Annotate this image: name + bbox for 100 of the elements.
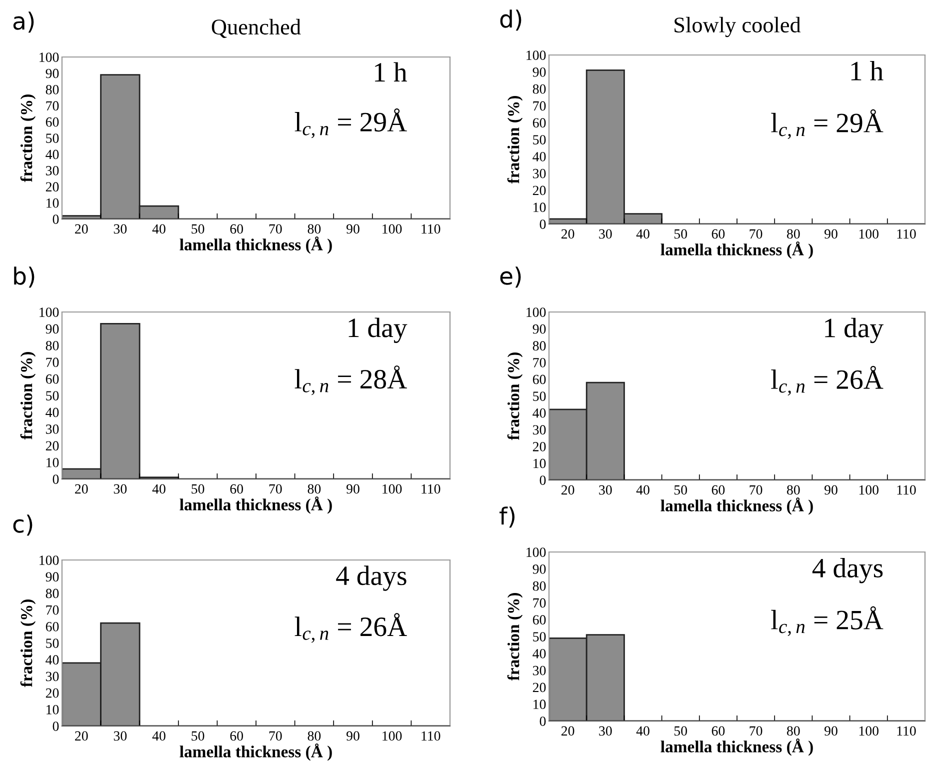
y-tick-label: 60 [532,374,546,384]
y-tick-label: 100 [40,308,59,317]
y-tick-label: 60 [46,374,59,384]
x-tick-label: 40 [636,726,650,736]
text: d) [500,10,522,31]
y-tick-label: 60 [46,117,59,127]
y-tick-label: 80 [46,84,59,94]
x-tick-label: 110 [897,485,916,495]
x-tick-label: 40 [152,224,166,234]
y-tick-label: 70 [46,358,59,368]
x-tick-label: 90 [824,726,838,736]
x-tick-label: 70 [750,726,762,736]
x-tick-label: 30 [114,224,127,234]
annotation: l$_{c,n}$ = 25Å [771,606,884,636]
y-tick-label: 80 [46,588,59,598]
x-tick-label: 100 [859,485,878,495]
y-tick-label: 90 [532,324,546,334]
x-tick-label: 60 [712,485,725,495]
x-tick-label: 100 [382,731,402,741]
x-tick-label: 30 [114,731,127,741]
y-tick-label: 10 [534,700,546,710]
x-tick-label: 30 [599,229,612,239]
y-tick-label: 90 [46,324,59,334]
x-tick-label: 100 [859,726,878,736]
x-axis-title: lamella thickness (Å ) [180,236,332,254]
y-tick-label: 90 [532,564,546,574]
y-tick-label: 80 [46,340,59,350]
y-tick-label: 40 [532,408,546,418]
x-tick-label: 50 [192,224,204,234]
y-tick-label: 50 [46,391,59,400]
x-axis-title: lamella thickness (Å ) [660,241,813,259]
y-tick-label: 50 [533,632,546,642]
x-tick-label: 50 [674,726,688,736]
y-tick-label: 90 [532,67,546,77]
y-tick-label: 10 [534,458,546,468]
y-tick-label: 50 [533,392,546,401]
y-tick-label: 80 [532,581,546,591]
x-tick-label: 70 [750,229,762,239]
x-tick-label: 60 [230,731,244,741]
y-tick-label: 30 [532,168,546,178]
y-axis-title: fraction (%) [507,352,523,440]
x-tick-label: 20 [561,229,574,239]
annotation: 4 days [336,566,406,591]
y-tick-label: 90 [46,572,59,582]
x-tick-label: 110 [422,484,440,494]
text: b) [14,266,34,288]
text: c) [13,514,32,536]
y-tick-label: 20 [46,441,59,451]
y-tick-label: 60 [532,118,546,128]
x-tick-label: 70 [269,731,282,741]
y-tick-label: 70 [533,101,546,111]
text: e) [500,266,521,288]
y-tick-label: 100 [526,308,546,317]
x-axis-title: lamella thickness (Å ) [660,497,813,515]
x-tick-label: 20 [561,485,574,495]
y-axis-title: fraction (%) [20,600,36,688]
x-tick-label: 20 [75,731,88,741]
x-tick-label: 20 [75,224,88,234]
y-axis-title: fraction (%) [507,96,523,184]
x-tick-label: 70 [269,224,282,234]
y-tick-label: 0 [52,214,59,224]
annotation: l$_{c,n}$ = 29Å [771,109,884,139]
y-tick-label: 10 [534,202,546,212]
y-tick-label: 40 [532,152,546,162]
x-tick-label: 70 [269,484,282,494]
y-tick-label: 0 [540,476,546,485]
x-tick-label: 80 [308,484,321,494]
x-tick-label: 100 [859,229,878,239]
annotation: l$_{c,n}$ = 28Å [294,365,407,396]
chart-title: Slowly cooled [674,16,801,38]
y-tick-label: 40 [46,655,59,665]
y-tick-label: 0 [52,722,59,731]
annotation: 1 h [851,60,884,80]
y-tick-label: 70 [533,598,546,608]
y-tick-label: 60 [532,615,546,625]
x-tick-label: 50 [674,485,688,495]
x-tick-label: 70 [750,485,762,495]
x-tick-label: 50 [192,731,204,741]
y-tick-label: 10 [46,458,59,468]
x-tick-label: 40 [152,731,166,741]
y-tick-label: 40 [46,408,59,418]
y-tick-label: 100 [526,548,546,557]
x-axis-title: lamella thickness (Å ) [180,743,332,761]
annotation: 1 day [348,318,408,344]
x-tick-label: 20 [75,484,88,494]
annotation: l$_{c,n}$ = 26Å [294,613,407,643]
y-tick-label: 20 [532,442,546,452]
x-tick-label: 30 [599,726,612,736]
y-tick-label: 20 [46,688,59,698]
y-tick-label: 30 [46,672,59,682]
y-axis-title: fraction (%) [20,352,36,440]
x-tick-label: 80 [786,726,800,736]
x-tick-label: 90 [824,229,838,239]
y-tick-label: 100 [526,50,546,60]
x-tick-label: 50 [674,229,688,239]
y-tick-label: 10 [46,704,59,714]
x-tick-label: 80 [308,731,321,741]
x-axis-title: lamella thickness (Å ) [180,496,332,514]
x-tick-label: 60 [230,224,244,234]
y-tick-label: 10 [46,198,59,208]
